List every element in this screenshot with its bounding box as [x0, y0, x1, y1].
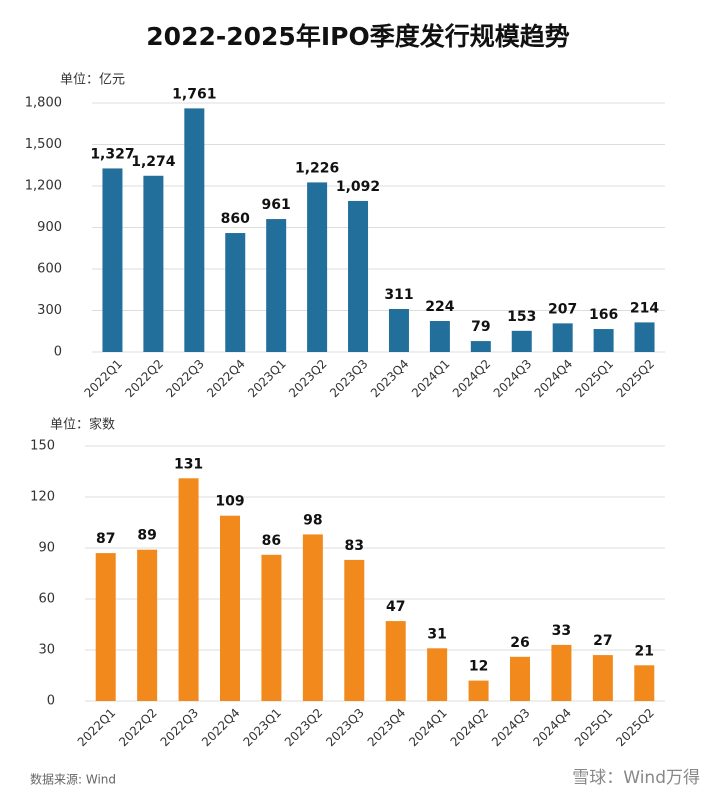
- bar: [348, 200, 369, 352]
- bar: [261, 554, 282, 701]
- value-label: 207: [548, 301, 577, 317]
- bar: [307, 182, 328, 352]
- value-label: 79: [471, 319, 490, 335]
- y-tick-label: 1,800: [25, 96, 62, 111]
- bar: [388, 308, 409, 352]
- value-label: 47: [386, 599, 405, 615]
- value-label: 961: [262, 197, 291, 213]
- value-label: 33: [552, 623, 571, 639]
- bar: [184, 108, 205, 353]
- value-label: 26: [510, 635, 529, 651]
- bar: [552, 323, 573, 352]
- value-label: 166: [589, 307, 618, 323]
- bar: [102, 168, 123, 352]
- value-label: 87: [96, 531, 115, 547]
- bar: [225, 233, 246, 352]
- value-label: 89: [137, 528, 156, 544]
- value-label: 214: [630, 300, 659, 316]
- y-tick-label: 1,500: [25, 137, 62, 152]
- value-label: 31: [427, 626, 446, 642]
- y-tick-label: 120: [30, 490, 55, 505]
- bar: [511, 330, 532, 352]
- y-tick-label: 0: [47, 694, 55, 709]
- bar: [429, 321, 450, 352]
- value-label: 1,226: [295, 160, 339, 176]
- value-label: 131: [174, 456, 203, 472]
- bar: [266, 219, 287, 352]
- bar: [634, 322, 655, 352]
- value-label: 27: [593, 633, 612, 649]
- y-axis-unit: 单位：家数: [50, 417, 115, 433]
- bar: [95, 553, 116, 701]
- value-label: 109: [215, 494, 244, 510]
- y-tick-label: 300: [37, 303, 62, 318]
- value-label: 86: [262, 533, 281, 549]
- bar: [593, 329, 614, 352]
- value-label: 224: [425, 299, 454, 315]
- bar: [634, 665, 655, 701]
- value-label: 83: [345, 538, 364, 554]
- value-label: 1,327: [90, 146, 134, 162]
- y-tick-label: 0: [54, 345, 62, 360]
- y-tick-label: 1,200: [25, 179, 62, 194]
- y-tick-label: 150: [30, 439, 55, 454]
- source-note: 数据来源: Wind: [30, 772, 116, 787]
- y-tick-label: 900: [37, 220, 62, 235]
- bar: [427, 648, 448, 701]
- bar: [178, 478, 199, 701]
- footer-credit: 雪球：Wind万得: [572, 768, 700, 788]
- bar: [592, 655, 613, 701]
- value-label: 98: [303, 512, 322, 528]
- bar: [344, 559, 365, 701]
- y-axis-unit: 单位：亿元: [60, 73, 125, 88]
- y-tick-label: 60: [38, 592, 55, 607]
- bar: [143, 175, 164, 352]
- bar: [510, 656, 530, 701]
- value-label: 1,092: [336, 179, 380, 195]
- bar: [385, 621, 406, 701]
- bar: [302, 534, 323, 701]
- bar: [468, 680, 489, 701]
- y-tick-label: 30: [38, 643, 55, 658]
- bar: [137, 549, 158, 701]
- value-label: 1,761: [172, 86, 216, 102]
- value-label: 311: [384, 287, 413, 303]
- page-title: 2022-2025年IPO季度发行规模趋势: [146, 22, 569, 51]
- y-tick-label: 600: [37, 262, 62, 277]
- value-label: 153: [507, 309, 536, 325]
- value-label: 860: [221, 211, 250, 227]
- bar: [220, 515, 240, 701]
- bar: [470, 341, 491, 352]
- value-label: 1,274: [131, 154, 176, 170]
- bar: [551, 644, 572, 701]
- value-label: 12: [469, 659, 488, 675]
- y-tick-label: 90: [38, 541, 55, 556]
- value-label: 21: [635, 643, 654, 659]
